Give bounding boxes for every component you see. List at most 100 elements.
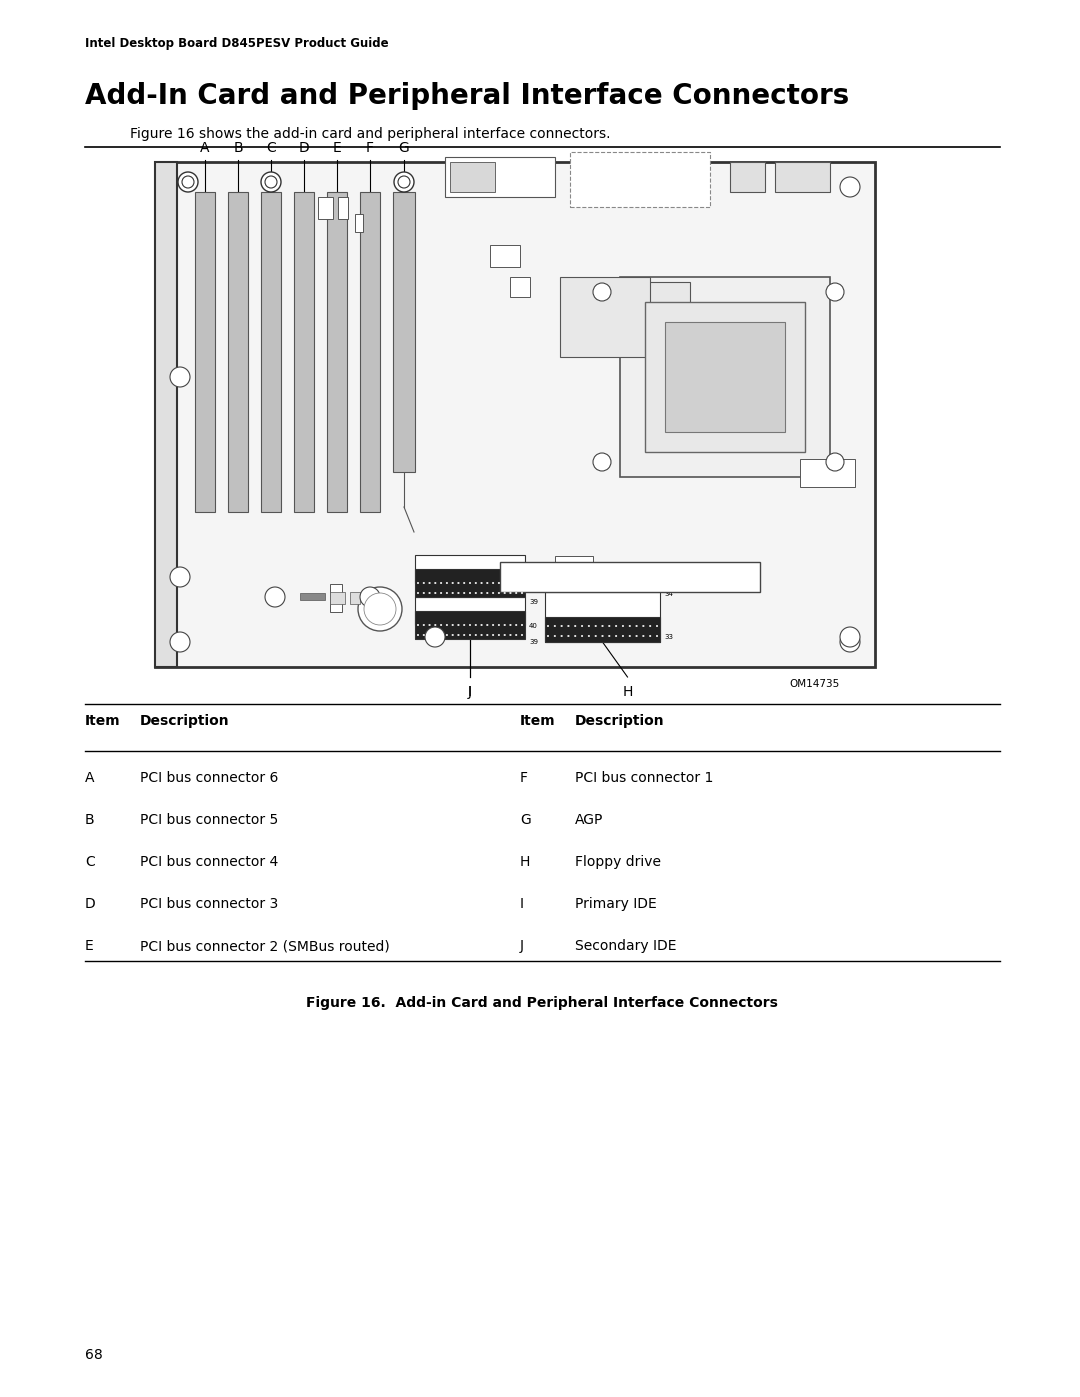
Circle shape — [602, 636, 604, 637]
Bar — [318, 197, 333, 219]
Circle shape — [593, 453, 611, 471]
Bar — [665, 321, 785, 432]
Circle shape — [469, 583, 471, 584]
Circle shape — [481, 634, 483, 636]
Circle shape — [510, 583, 511, 584]
Text: Floppy drive: Floppy drive — [575, 855, 661, 869]
Bar — [330, 592, 345, 604]
Circle shape — [170, 367, 190, 387]
Circle shape — [636, 626, 637, 627]
Circle shape — [441, 583, 442, 584]
Circle shape — [469, 624, 471, 626]
Circle shape — [451, 624, 454, 626]
Bar — [445, 156, 555, 197]
Circle shape — [170, 567, 190, 587]
Circle shape — [486, 624, 488, 626]
Text: D: D — [299, 141, 309, 155]
Circle shape — [423, 624, 424, 626]
Bar — [490, 244, 519, 267]
Circle shape — [826, 453, 843, 471]
Bar — [330, 584, 342, 612]
Circle shape — [486, 583, 488, 584]
Circle shape — [498, 583, 500, 584]
Circle shape — [515, 624, 517, 626]
Bar — [800, 460, 855, 488]
Text: 68: 68 — [85, 1348, 103, 1362]
Circle shape — [622, 626, 624, 627]
Text: OM14735: OM14735 — [789, 679, 840, 689]
Text: Intel Desktop Board D845PESV Product Guide: Intel Desktop Board D845PESV Product Gui… — [85, 36, 389, 50]
Circle shape — [589, 626, 590, 627]
Circle shape — [469, 634, 471, 636]
Bar — [620, 277, 831, 476]
Bar — [561, 277, 650, 358]
Text: Primary IDE: Primary IDE — [575, 897, 657, 911]
Circle shape — [451, 634, 454, 636]
Circle shape — [622, 636, 624, 637]
Bar — [415, 597, 525, 624]
Circle shape — [475, 583, 476, 584]
Circle shape — [486, 592, 488, 594]
Circle shape — [364, 592, 396, 624]
Circle shape — [568, 626, 569, 627]
Circle shape — [492, 592, 494, 594]
Bar — [363, 592, 373, 604]
Circle shape — [423, 592, 424, 594]
Circle shape — [548, 636, 549, 637]
Circle shape — [463, 624, 465, 626]
Text: J: J — [519, 939, 524, 953]
Circle shape — [522, 624, 523, 626]
Text: H: H — [622, 685, 633, 698]
Bar — [195, 191, 215, 511]
Text: 39: 39 — [529, 599, 538, 605]
Circle shape — [840, 627, 860, 647]
Circle shape — [417, 583, 419, 584]
Circle shape — [515, 634, 517, 636]
Circle shape — [581, 626, 583, 627]
Text: F: F — [366, 141, 374, 155]
Circle shape — [170, 631, 190, 652]
Circle shape — [498, 592, 500, 594]
Bar — [545, 592, 660, 643]
Circle shape — [504, 592, 505, 594]
Circle shape — [602, 626, 604, 627]
Bar — [294, 191, 314, 511]
Circle shape — [475, 592, 476, 594]
Text: Figure 16.  Add-in Card and Peripheral Interface Connectors: Figure 16. Add-in Card and Peripheral In… — [306, 996, 778, 1010]
Bar — [327, 191, 347, 511]
Bar — [393, 191, 415, 472]
Circle shape — [510, 634, 511, 636]
Text: A: A — [85, 771, 95, 785]
Bar — [415, 569, 525, 597]
Text: A: A — [200, 141, 210, 155]
Bar — [415, 610, 525, 638]
Bar — [545, 617, 660, 643]
Text: Description: Description — [575, 714, 664, 728]
Text: Figure 16 shows the add-in card and peripheral interface connectors.: Figure 16 shows the add-in card and peri… — [130, 127, 610, 141]
Circle shape — [429, 634, 430, 636]
Text: PCI bus connector 4: PCI bus connector 4 — [140, 855, 279, 869]
Text: PCI bus connector 1: PCI bus connector 1 — [575, 771, 714, 785]
Text: Item: Item — [85, 714, 121, 728]
Circle shape — [261, 172, 281, 191]
Circle shape — [417, 624, 419, 626]
Circle shape — [504, 624, 505, 626]
Text: D: D — [85, 897, 96, 911]
Circle shape — [357, 587, 402, 631]
Circle shape — [636, 636, 637, 637]
Bar — [555, 556, 593, 584]
Text: Add-In Card and Peripheral Interface Connectors: Add-In Card and Peripheral Interface Con… — [85, 82, 849, 110]
Circle shape — [434, 583, 436, 584]
Text: PCI bus connector 6: PCI bus connector 6 — [140, 771, 279, 785]
Bar — [156, 162, 875, 666]
Circle shape — [481, 583, 483, 584]
Text: I: I — [468, 685, 472, 698]
Circle shape — [423, 583, 424, 584]
Circle shape — [629, 626, 631, 627]
Text: B: B — [233, 141, 243, 155]
Bar — [355, 214, 363, 232]
Bar — [645, 302, 805, 453]
Text: E: E — [85, 939, 94, 953]
Circle shape — [561, 636, 563, 637]
Text: B: B — [85, 813, 95, 827]
